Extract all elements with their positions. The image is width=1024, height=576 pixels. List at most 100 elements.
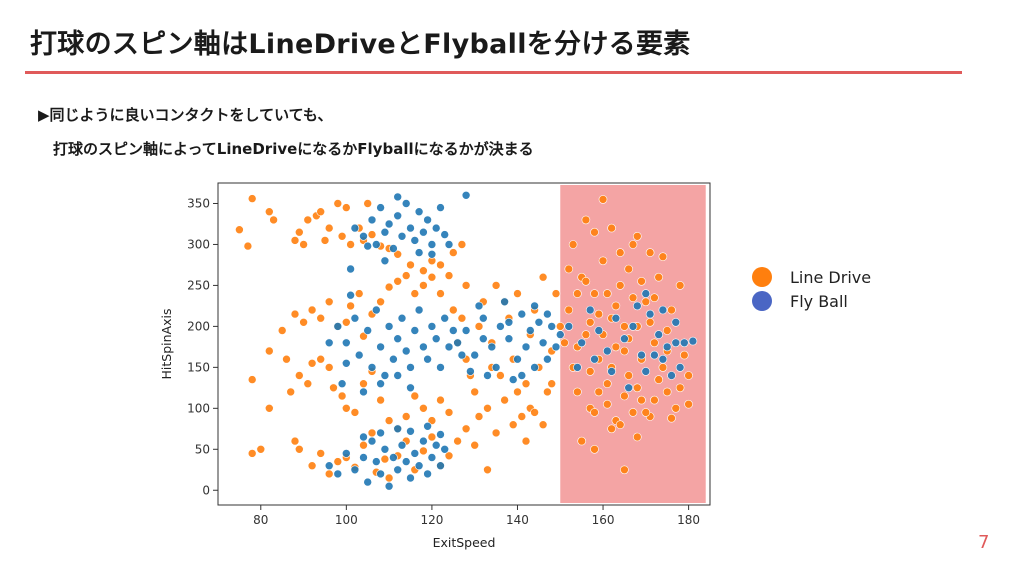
point-fly-ball — [393, 371, 402, 380]
point-fly-ball — [671, 338, 681, 348]
point-fly-ball — [543, 309, 552, 319]
point-fly-ball — [517, 371, 527, 380]
x-tick-label: 120 — [420, 513, 443, 527]
point-fly-ball — [436, 363, 445, 372]
point-line-drive — [620, 322, 629, 331]
y-tick-label: 350 — [187, 196, 210, 210]
point-fly-ball — [654, 330, 664, 339]
point-line-drive — [384, 282, 394, 292]
point-fly-ball — [333, 469, 343, 479]
legend-dot-fly-ball — [752, 291, 772, 311]
point-fly-ball — [380, 227, 390, 237]
point-line-drive — [290, 236, 300, 245]
point-fly-ball — [551, 342, 561, 352]
point-line-drive — [329, 383, 338, 393]
point-line-drive — [555, 322, 565, 331]
point-fly-ball — [363, 477, 372, 487]
point-fly-ball — [359, 387, 368, 397]
point-line-drive — [346, 240, 355, 249]
point-line-drive — [581, 330, 591, 339]
point-fly-ball — [406, 427, 415, 436]
point-line-drive — [637, 277, 646, 286]
point-line-drive — [654, 375, 664, 384]
point-line-drive — [324, 223, 334, 233]
point-fly-ball — [496, 322, 505, 331]
point-fly-ball — [419, 227, 428, 237]
point-line-drive — [247, 449, 257, 458]
point-fly-ball — [543, 354, 552, 364]
point-line-drive — [675, 281, 685, 290]
point-line-drive — [419, 404, 428, 413]
point-line-drive — [620, 391, 629, 401]
point-fly-ball — [624, 383, 634, 393]
y-tick-label: 100 — [187, 401, 210, 415]
point-line-drive — [560, 338, 569, 348]
point-fly-ball — [641, 367, 651, 376]
point-line-drive — [607, 223, 616, 233]
page-number: 7 — [978, 532, 990, 553]
point-fly-ball — [530, 363, 539, 372]
bullet-line-2: 打球のスピン軸によってLineDriveになるかFlyballになるかが決まる — [53, 140, 534, 158]
point-line-drive — [436, 395, 445, 405]
point-fly-ball — [620, 334, 629, 343]
point-fly-ball — [410, 326, 420, 335]
point-line-drive — [410, 289, 420, 298]
point-fly-ball — [346, 264, 355, 274]
point-line-drive — [265, 346, 274, 356]
point-line-drive — [564, 305, 574, 315]
point-line-drive — [342, 404, 351, 413]
point-fly-ball — [389, 354, 398, 364]
point-fly-ball — [350, 313, 360, 323]
point-line-drive — [632, 231, 642, 241]
point-line-drive — [359, 331, 368, 341]
point-fly-ball — [342, 338, 351, 348]
y-tick-label: 250 — [187, 278, 210, 292]
point-fly-ball — [457, 350, 467, 360]
point-fly-ball — [414, 305, 424, 315]
point-fly-ball — [324, 338, 334, 348]
point-fly-ball — [688, 336, 698, 346]
point-line-drive — [265, 404, 274, 413]
point-line-drive — [474, 322, 484, 331]
point-line-drive — [380, 454, 390, 464]
point-line-drive — [350, 408, 360, 417]
point-line-drive — [594, 309, 604, 319]
point-line-drive — [286, 387, 295, 397]
point-fly-ball — [376, 469, 385, 479]
point-fly-ball — [607, 367, 616, 376]
point-line-drive — [573, 387, 582, 397]
legend: Line Drive Fly Ball — [752, 265, 871, 313]
x-tick-label: 160 — [592, 513, 615, 527]
point-line-drive — [602, 289, 612, 298]
point-line-drive — [632, 383, 642, 393]
point-fly-ball — [483, 371, 492, 380]
point-line-drive — [303, 215, 313, 225]
point-fly-ball — [393, 465, 402, 475]
point-fly-ball — [590, 354, 599, 364]
point-fly-ball — [436, 461, 445, 471]
point-line-drive — [615, 248, 625, 257]
point-line-drive — [367, 230, 377, 239]
y-tick-label: 150 — [187, 360, 210, 374]
point-line-drive — [307, 305, 317, 315]
point-line-drive — [427, 432, 437, 442]
point-line-drive — [521, 436, 531, 446]
point-line-drive — [342, 203, 351, 212]
point-line-drive — [410, 391, 420, 401]
y-tick-label: 200 — [187, 319, 210, 333]
point-fly-ball — [474, 301, 484, 311]
point-line-drive — [641, 297, 651, 307]
point-fly-ball — [448, 326, 458, 335]
point-line-drive — [393, 277, 402, 286]
point-fly-ball — [513, 354, 522, 364]
scatter-chart: 80 100 120 140 160 180 0 50 100 150 200 250 300 350 E… — [159, 182, 711, 550]
point-line-drive — [590, 227, 599, 237]
point-line-drive — [453, 436, 462, 446]
point-line-drive — [359, 379, 368, 388]
point-fly-ball — [466, 367, 475, 376]
point-line-drive — [303, 379, 313, 388]
point-line-drive — [620, 346, 629, 356]
point-fly-ball — [401, 346, 411, 356]
point-line-drive — [243, 241, 253, 251]
point-fly-ball — [380, 371, 390, 380]
